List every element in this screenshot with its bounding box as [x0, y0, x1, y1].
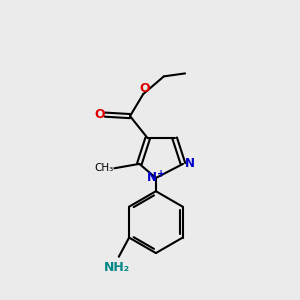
Text: O: O — [94, 108, 105, 121]
Text: +: + — [157, 169, 165, 178]
Text: N: N — [147, 172, 158, 184]
Text: O: O — [140, 82, 150, 95]
Text: NH₂: NH₂ — [103, 260, 130, 274]
Text: N: N — [184, 158, 194, 170]
Text: CH₃: CH₃ — [94, 163, 114, 173]
